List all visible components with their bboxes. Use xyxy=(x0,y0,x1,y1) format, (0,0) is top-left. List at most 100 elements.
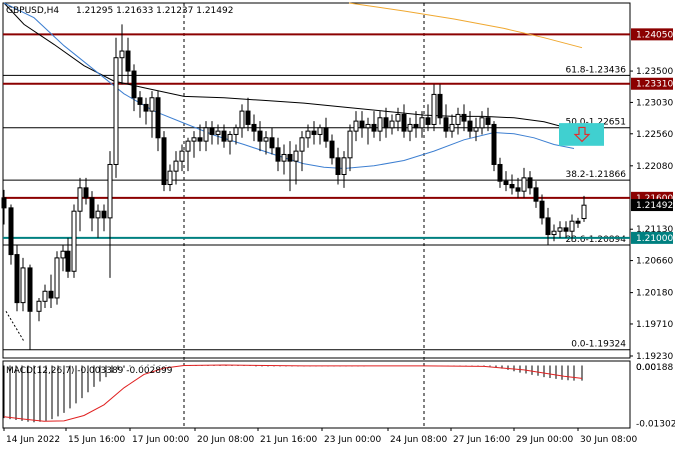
candle xyxy=(509,174,515,195)
candle-body-bearish xyxy=(155,97,161,139)
candle xyxy=(311,121,317,145)
candle xyxy=(215,124,221,145)
candle xyxy=(65,237,71,278)
candle xyxy=(407,117,413,142)
candle xyxy=(455,107,461,135)
candle-body-bearish xyxy=(257,130,263,142)
candle xyxy=(245,97,251,132)
candle-body-bullish xyxy=(419,117,425,129)
candle-body-bearish xyxy=(563,227,569,232)
candle-body-bearish xyxy=(359,120,365,129)
candle xyxy=(341,151,347,188)
level-price-tag-text: 1.21600 xyxy=(636,194,673,204)
candle-body-bearish xyxy=(287,153,293,162)
candle xyxy=(389,114,395,135)
candle xyxy=(83,177,89,205)
candle xyxy=(515,177,521,198)
candle-body-bullish xyxy=(263,137,269,142)
price-axis-label: 1.21130 xyxy=(636,225,673,235)
candle xyxy=(305,124,311,148)
candle-body-bullish xyxy=(521,177,527,192)
candle-body-bearish xyxy=(575,220,581,224)
macd-axis-label: 0.00 xyxy=(636,363,656,373)
candle-body-bullish xyxy=(107,163,113,219)
candle-body-bearish xyxy=(161,137,167,186)
candle xyxy=(425,104,431,132)
candle xyxy=(119,24,125,85)
candle-body-bearish xyxy=(245,110,251,125)
candle-body-bearish xyxy=(269,137,275,149)
candle-body-bullish xyxy=(299,137,305,152)
candle xyxy=(575,217,581,228)
price-axis-label: 1.22080 xyxy=(636,162,673,172)
candle-body-bearish xyxy=(467,120,473,132)
candle xyxy=(287,141,293,192)
candle-body-bullish xyxy=(281,153,287,162)
candle xyxy=(527,171,533,195)
candle-body-bullish xyxy=(449,123,455,132)
candle xyxy=(275,137,281,172)
time-axis-label: 15 Jun 16:00 xyxy=(68,435,125,445)
price-axis-label: 1.23500 xyxy=(636,67,673,77)
candle xyxy=(503,171,509,192)
candle xyxy=(533,181,539,208)
candle-body-bullish xyxy=(389,120,395,129)
candle-body-bearish xyxy=(335,157,341,175)
price-axis-label: 1.19710 xyxy=(636,320,673,330)
time-axis-label: 17 Jun 00:00 xyxy=(132,435,189,445)
candle xyxy=(36,297,42,322)
price-axis-label: 1.20660 xyxy=(636,257,673,267)
candle-body-bullish xyxy=(305,130,311,139)
candle-body-bullish xyxy=(119,50,125,59)
price-axis-label: 1.20180 xyxy=(636,289,673,299)
time-axis-label: 23 Jun 00:00 xyxy=(324,435,381,445)
candle xyxy=(377,111,383,142)
candle-body-bearish xyxy=(413,123,419,129)
price-axis-label: 1.19230 xyxy=(636,352,673,362)
fibonacci-level-label: 23.6-1.20894 xyxy=(565,235,626,245)
candle-body-bullish xyxy=(557,227,563,232)
level-price-tag-bg xyxy=(631,231,673,244)
candle-body-bearish xyxy=(509,184,515,189)
candle xyxy=(101,204,107,232)
candle-body-bullish xyxy=(479,117,485,129)
macd-axis-label: -0.01302 xyxy=(636,420,675,430)
candle xyxy=(89,191,95,232)
candle-body-bearish xyxy=(101,210,107,219)
candle xyxy=(20,257,26,312)
candle-body-bullish xyxy=(71,210,77,272)
time-axis-label: 20 Jun 08:00 xyxy=(197,435,254,445)
candle xyxy=(365,117,371,145)
candle-body-bullish xyxy=(203,127,209,142)
candle xyxy=(8,204,14,265)
candle xyxy=(569,214,575,242)
candle-body-bullish xyxy=(77,187,83,212)
candle xyxy=(173,151,179,185)
candle xyxy=(485,107,491,132)
candle-body-bearish xyxy=(27,267,33,312)
candle xyxy=(299,131,305,172)
time-axis-label: 24 Jun 08:00 xyxy=(390,435,447,445)
level-price-tag-text: 1.24050 xyxy=(636,30,673,40)
candle-body-bullish xyxy=(20,267,26,304)
trend-stub-line xyxy=(5,311,25,342)
candle-body-bullish xyxy=(179,150,185,162)
price-axis-label: 1.22560 xyxy=(636,130,673,140)
moving-average-line xyxy=(3,2,575,170)
time-axis-label: 21 Jun 16:00 xyxy=(260,435,317,445)
candle xyxy=(27,264,33,350)
candle xyxy=(263,131,269,155)
candle-body-bullish xyxy=(95,210,101,219)
symbol-label: GBPUSD,H4 xyxy=(6,6,59,16)
moving-average-line xyxy=(3,2,575,131)
candle-body-bullish xyxy=(365,123,371,129)
level-price-tag-text: 1.21000 xyxy=(636,234,673,244)
candle-body-bullish xyxy=(42,290,48,302)
axes-layer: 1.23500 1.23030 1.22560 1.22080 1.21130 1.206… xyxy=(3,28,675,445)
candle xyxy=(161,131,167,192)
candle xyxy=(557,221,563,238)
fibonacci-level-label: 61.8-1.23436 xyxy=(565,65,626,75)
candle xyxy=(131,64,137,112)
candle xyxy=(359,111,365,138)
candle xyxy=(437,84,443,125)
